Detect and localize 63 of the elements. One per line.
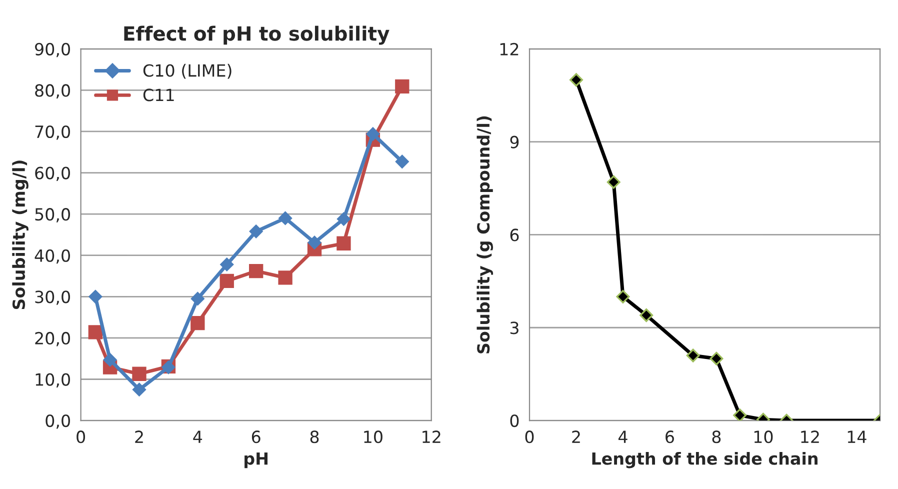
point	[88, 325, 103, 340]
point	[249, 224, 263, 238]
point	[640, 308, 654, 322]
point	[278, 270, 292, 285]
y-tick-label: 30,0	[35, 290, 70, 305]
y-tick-label: 6	[510, 228, 519, 242]
y-tick-label: 90,0	[35, 42, 70, 58]
x-tick-label: 4	[193, 430, 202, 443]
y-tick-label: 12	[500, 42, 518, 56]
point	[190, 292, 204, 306]
y-tick-label: 0,0	[46, 414, 70, 429]
x-tick-label: 2	[572, 430, 580, 443]
point	[88, 290, 102, 304]
point	[686, 348, 700, 362]
x-tick-label: 14	[848, 430, 866, 443]
point	[616, 290, 630, 304]
x-axis-title: pH	[244, 452, 268, 468]
y-tick-label: 40,0	[34, 249, 70, 264]
x-tick-label: 10	[364, 430, 382, 444]
y-tick-label: 50,0	[35, 208, 70, 222]
point	[570, 73, 583, 87]
x-tick-label: 0	[76, 430, 86, 444]
chart-title: Effect of pH to solubility	[124, 26, 390, 45]
point	[249, 264, 264, 278]
y-axis-title: Solubility (mg/l)	[12, 160, 28, 310]
x-tick-label: 0	[525, 430, 534, 444]
point	[132, 382, 146, 396]
x-tick-label: 12	[422, 430, 440, 443]
point	[220, 258, 234, 272]
y-tick-label: 9	[510, 136, 519, 148]
legend-label: C11	[143, 88, 174, 102]
point	[103, 353, 117, 367]
y-axis-title: Solubility (g Compound/l)	[476, 116, 494, 354]
point	[308, 236, 322, 250]
y-tick-label: 10,0	[36, 373, 70, 388]
y-tick-label: 0	[510, 414, 519, 428]
y-tick-label: 80,0	[35, 84, 70, 98]
x-tick-label: 6	[666, 430, 674, 444]
point	[220, 274, 234, 288]
y-tick-label: 60,0	[35, 166, 70, 182]
x-tick-label: 2	[135, 430, 143, 443]
point	[606, 175, 620, 189]
x-tick-label: 8	[712, 430, 721, 444]
point	[395, 79, 410, 94]
y-tick-label: 3	[510, 322, 518, 334]
point	[278, 211, 292, 225]
x-tick-label: 8	[310, 430, 319, 444]
x-tick-label: 10	[754, 430, 773, 444]
x-tick-label: 6	[252, 430, 260, 444]
x-axis-title: Length of the side chain	[592, 452, 818, 468]
point	[190, 316, 205, 330]
x-tick-label: 4	[618, 430, 628, 443]
x-tick-label: 12	[801, 430, 819, 443]
point	[336, 236, 351, 250]
point	[366, 127, 380, 141]
point	[733, 408, 747, 421]
point	[336, 212, 350, 226]
point	[132, 366, 146, 381]
y-tick-label: 20,0	[35, 332, 70, 346]
point	[710, 352, 724, 366]
legend-label: C10 (LIME)	[143, 64, 232, 79]
y-tick-label: 70,0	[35, 125, 70, 140]
point	[395, 154, 409, 168]
